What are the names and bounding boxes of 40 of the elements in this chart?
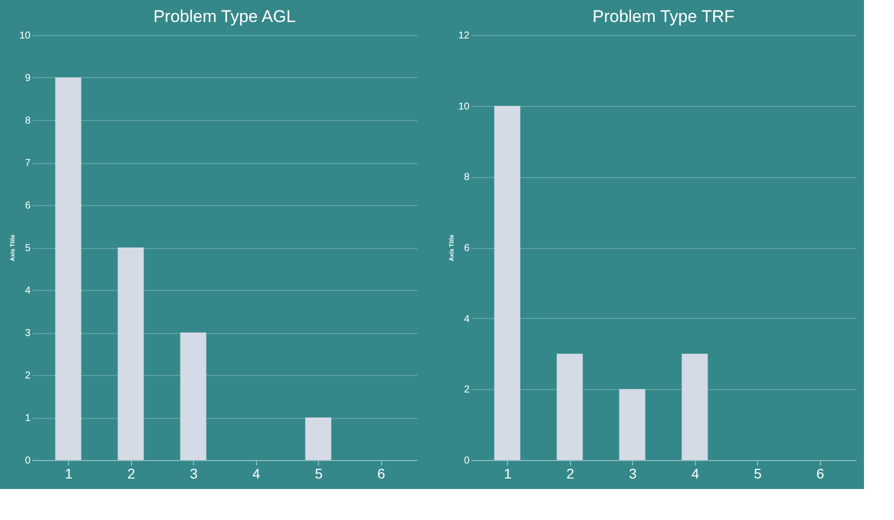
x-tick-label: 5 — [754, 466, 762, 482]
bar — [118, 248, 144, 460]
y-tick-label: 2 — [24, 370, 31, 382]
x-tick-label: 3 — [628, 466, 637, 482]
y-tick-label: 2 — [464, 384, 470, 396]
bar — [494, 106, 520, 460]
x-tick-label: 5 — [314, 466, 323, 482]
y-tick-label: 0 — [24, 456, 31, 466]
y-tick-label: 12 — [458, 30, 470, 42]
y-tick-label: 1 — [24, 413, 31, 424]
x-tick-label: 1 — [504, 466, 512, 482]
y-tick-label: 6 — [24, 200, 31, 212]
x-tick-label: 4 — [691, 466, 700, 482]
bar — [180, 332, 206, 460]
x-tick-label: 2 — [127, 466, 136, 482]
y-tick-label: 3 — [24, 328, 31, 339]
x-tick-label: 4 — [252, 466, 260, 482]
y-tick-label: 8 — [24, 116, 31, 126]
y-tick-label: 0 — [464, 456, 470, 466]
y-tick-label: 7 — [24, 158, 31, 169]
y-tick-label: 9 — [24, 73, 31, 84]
x-tick-label: 6 — [816, 466, 824, 482]
y-tick-label: 4 — [24, 286, 31, 296]
y-tick-label: 10 — [19, 30, 31, 42]
bar — [55, 78, 82, 460]
bar — [556, 354, 583, 460]
bar — [305, 418, 332, 460]
y-tick-label: 5 — [24, 243, 31, 254]
y-tick-label: 6 — [464, 243, 470, 254]
y-tick-label: 4 — [464, 314, 470, 325]
y-tick-label: 8 — [464, 172, 470, 184]
bar — [619, 389, 646, 460]
x-tick-label: 6 — [377, 466, 386, 482]
bar — [682, 354, 708, 460]
x-tick-label: 2 — [566, 466, 574, 482]
x-tick-label: 3 — [190, 466, 198, 482]
y-tick-label: 10 — [458, 101, 470, 112]
x-tick-label: 1 — [64, 466, 73, 482]
chart-title: Problem Type AGL — [153, 7, 296, 26]
chart-title: Problem Type TRF — [592, 7, 735, 26]
